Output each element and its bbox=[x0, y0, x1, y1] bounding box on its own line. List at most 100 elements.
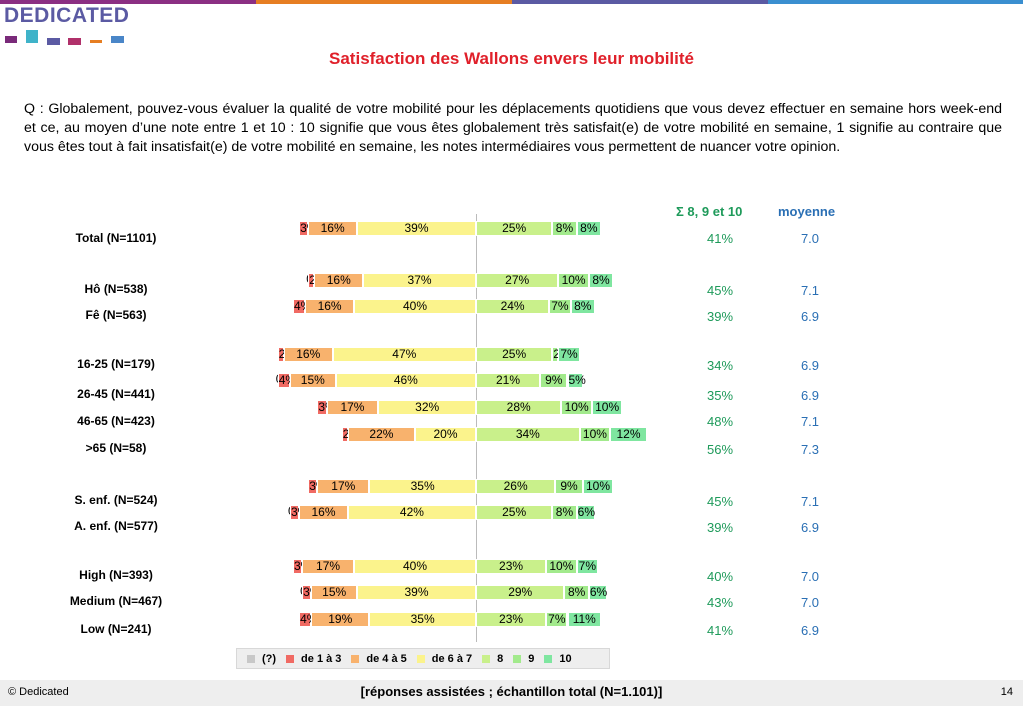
bar-segment: 24% bbox=[476, 299, 550, 314]
bar-segment: 8% bbox=[570, 299, 595, 314]
sum-value: 45% bbox=[706, 494, 734, 509]
legend-swatch bbox=[351, 654, 360, 663]
bar-segment: 40% bbox=[354, 299, 476, 314]
bar-segment: 20% bbox=[415, 427, 476, 442]
bar-segment: 16% bbox=[314, 273, 364, 288]
bar-segment: 3% bbox=[302, 585, 320, 600]
bar-segment: 23% bbox=[476, 559, 547, 574]
bar-segment: 7% bbox=[549, 299, 571, 314]
mean-value: 6.9 bbox=[800, 358, 820, 373]
bar-segment: 3% bbox=[299, 221, 317, 236]
legend: (?) de 1 à 3 de 4 à 5 de 6 à 7 8 9 10 bbox=[236, 648, 610, 669]
bar-segment: 8% bbox=[564, 585, 589, 600]
bar-segment: 10% bbox=[558, 273, 589, 288]
bar-segment: 28% bbox=[476, 400, 562, 415]
bar-segment: 4% bbox=[299, 612, 318, 627]
legend-item-10: 10 bbox=[544, 653, 572, 665]
legend-item-4-5: de 4 à 5 bbox=[351, 653, 407, 665]
bar-segment: 16% bbox=[305, 299, 354, 314]
mean-value: 6.9 bbox=[800, 520, 820, 535]
mean-value: 6.9 bbox=[800, 388, 820, 403]
mean-header: moyenne bbox=[778, 204, 836, 219]
footer-bar bbox=[0, 680, 1023, 706]
mean-value: 7.0 bbox=[800, 595, 820, 610]
bar-segment: 8% bbox=[576, 221, 602, 236]
bar-segment: 25% bbox=[476, 221, 553, 236]
bar-segment: 3% bbox=[317, 400, 336, 415]
bar-segment: 10% bbox=[591, 400, 623, 415]
bar-segment: 35% bbox=[369, 612, 476, 627]
mean-value: 7.3 bbox=[800, 442, 820, 457]
top-color-bar bbox=[0, 0, 1023, 4]
bar-segment: 23% bbox=[476, 612, 547, 627]
bar-segment: 8% bbox=[552, 221, 577, 236]
legend-swatch bbox=[482, 654, 491, 663]
bar-segment: 3% bbox=[293, 559, 311, 574]
bar-segment: 42% bbox=[347, 505, 476, 520]
legend-swatch bbox=[513, 654, 522, 663]
bar-segment: 5% bbox=[567, 373, 586, 388]
row-label: 16-25 (N=179) bbox=[77, 357, 155, 371]
bar-segment: 11% bbox=[567, 612, 602, 627]
bar-segment: 39% bbox=[357, 221, 476, 236]
sum-value: 35% bbox=[706, 388, 734, 403]
sum-value: 34% bbox=[706, 358, 734, 373]
legend-item-unknown: (?) bbox=[247, 653, 276, 665]
bar-segment: 47% bbox=[332, 347, 476, 362]
footer-sample-note: [réponses assistées ; échantillon total … bbox=[360, 684, 663, 699]
company-logo: DEDICATED bbox=[4, 4, 130, 27]
bar-segment: 25% bbox=[476, 505, 553, 520]
mean-value: 7.1 bbox=[800, 494, 820, 509]
bar-segment: 34% bbox=[476, 427, 580, 442]
row-label: 26-45 (N=441) bbox=[77, 387, 155, 401]
bar-segment: 15% bbox=[289, 373, 336, 388]
bar-segment: 26% bbox=[476, 479, 556, 494]
legend-swatch bbox=[247, 654, 255, 663]
bar-segment: 16% bbox=[283, 347, 333, 362]
mean-value: 6.9 bbox=[800, 623, 820, 638]
bar-segment: 10% bbox=[546, 559, 577, 574]
bar-segment: 17% bbox=[317, 479, 370, 494]
bar-segment: 8% bbox=[588, 273, 614, 288]
bar-segment: 9% bbox=[555, 479, 583, 494]
bar-segment: 32% bbox=[378, 400, 476, 415]
bar-segment: 6% bbox=[588, 585, 608, 600]
row-label: High (N=393) bbox=[79, 568, 153, 582]
bar-segment: 21% bbox=[476, 373, 541, 388]
bar-segment: 40% bbox=[354, 559, 476, 574]
bar-segment: 17% bbox=[302, 559, 354, 574]
bar-segment: 3% bbox=[308, 479, 327, 494]
sum-value: 56% bbox=[706, 442, 734, 457]
sum-value: 48% bbox=[706, 414, 734, 429]
bar-segment: 27% bbox=[476, 273, 559, 288]
bar-segment: 15% bbox=[311, 585, 358, 600]
bar-segment: 10% bbox=[582, 479, 614, 494]
mean-value: 7.1 bbox=[800, 414, 820, 429]
legend-item-8: 8 bbox=[482, 653, 503, 665]
mean-value: 6.9 bbox=[800, 309, 820, 324]
bar-segment: 4% bbox=[293, 299, 312, 314]
chart-title: Satisfaction des Wallons envers leur mob… bbox=[329, 49, 694, 68]
sum-value: 39% bbox=[706, 309, 734, 324]
survey-question: Q : Globalement, pouvez-vous évaluer la … bbox=[24, 101, 1002, 155]
row-label: >65 (N=58) bbox=[85, 441, 147, 455]
legend-swatch bbox=[286, 654, 295, 663]
bar-segment: 9% bbox=[540, 373, 568, 388]
row-label: A. enf. (N=577) bbox=[74, 519, 158, 533]
bar-segment: 35% bbox=[369, 479, 476, 494]
bar-segment: 7% bbox=[576, 559, 598, 574]
legend-item-9: 9 bbox=[513, 653, 534, 665]
legend-swatch bbox=[416, 654, 425, 663]
bar-segment: 39% bbox=[357, 585, 476, 600]
legend-swatch bbox=[544, 654, 553, 663]
footer-copyright: © Dedicated bbox=[8, 686, 69, 698]
bar-segment: 16% bbox=[308, 221, 358, 236]
bar-segment: 17% bbox=[326, 400, 379, 415]
bar-segment: 8% bbox=[552, 505, 577, 520]
bar-segment: 12% bbox=[610, 427, 647, 442]
bar-segment: 7% bbox=[558, 347, 580, 362]
bar-segment: 46% bbox=[335, 373, 476, 388]
bar-segment: 37% bbox=[363, 273, 476, 288]
bar-segment: 16% bbox=[299, 505, 348, 520]
bar-segment: 10% bbox=[579, 427, 611, 442]
